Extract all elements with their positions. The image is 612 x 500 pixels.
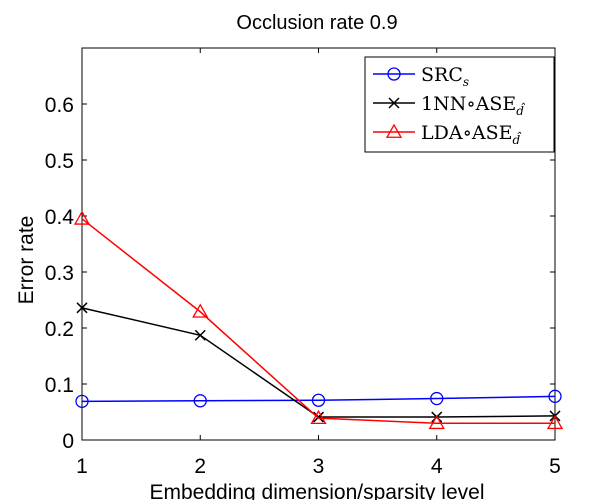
x-tick-label: 1: [76, 455, 88, 478]
legend: SRCs 1NN∘ASEd̂ LDA∘ASEd̂: [364, 56, 555, 153]
circle-marker: [75, 394, 89, 409]
circle-marker: [548, 389, 562, 403]
x-tick-label: 5: [549, 455, 561, 478]
legend-entry: LDA∘ASEd̂: [373, 122, 522, 147]
legend-label: 1NN∘ASEd̂: [421, 93, 526, 118]
x-tick-label: 4: [431, 455, 443, 478]
y-tick-label: 0.3: [45, 262, 74, 285]
x-marker: [194, 329, 206, 341]
circle-marker: [311, 393, 326, 407]
legend-entry: 1NN∘ASEd̂: [373, 93, 526, 118]
series-lines: [73, 210, 564, 430]
series-line: [81, 395, 556, 403]
series: [75, 389, 562, 409]
circle-marker: [430, 391, 444, 406]
triangle-marker: [385, 123, 403, 138]
legend-entry: SRCs: [373, 64, 469, 89]
y-tick-label: 0: [62, 430, 74, 453]
x-marker: [76, 302, 88, 314]
x-tick-label: 3: [313, 455, 325, 478]
chart-title: Occlusion rate 0.9: [236, 12, 397, 34]
y-tick-label: 0.5: [45, 150, 74, 173]
series: [73, 210, 564, 430]
legend-label: LDA∘ASEd̂: [421, 122, 522, 147]
triangle-marker: [73, 210, 91, 225]
x-tick-label: 2: [194, 455, 206, 478]
circle-marker: [387, 67, 401, 81]
y-tick-label: 0.4: [45, 206, 75, 229]
triangle-marker: [192, 303, 209, 318]
x-axis-label: Embedding dimension/sparsity level: [149, 481, 484, 500]
x-marker: [388, 97, 400, 109]
y-axis-label: Error rate: [15, 216, 38, 305]
triangle-marker: [428, 414, 445, 430]
y-tick-label: 0.2: [45, 318, 74, 341]
triangle-marker: [310, 409, 327, 425]
series-line: [81, 218, 555, 424]
x-marker: [312, 411, 325, 423]
y-tick-label: 0.6: [45, 94, 74, 117]
y-tick-label: 0.1: [45, 374, 74, 397]
legend-label: SRCs: [421, 64, 469, 89]
axes: 1 2 3 4 5 0 0.1 0.2 0.3 0.4 0.5 0.6: [45, 47, 561, 478]
triangle-marker: [546, 414, 564, 430]
circle-marker: [193, 394, 207, 408]
